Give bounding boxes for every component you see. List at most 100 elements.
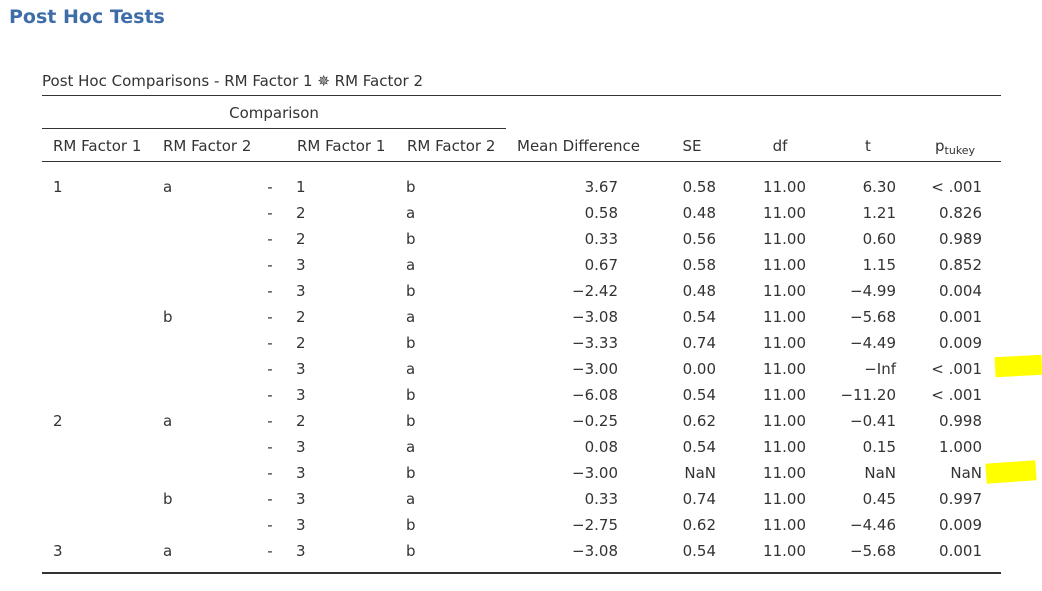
- cell-df: 11.00: [763, 386, 806, 404]
- cell-mean-difference: −0.25: [572, 412, 618, 430]
- cell-se: 0.74: [682, 490, 716, 508]
- cell-cmp-rm-factor-2: a: [406, 204, 416, 222]
- table-row: - 2 b −3.33 0.74 11.00 −4.49 0.009: [0, 330, 1042, 356]
- cell-mean-difference: 3.67: [584, 178, 618, 196]
- table-row: - 3 a 0.67 0.58 11.00 1.15 0.852: [0, 252, 1042, 278]
- cell-cmp-rm-factor-1: 3: [296, 282, 306, 300]
- cell-t: −4.49: [850, 334, 896, 352]
- cell-rm-factor-2: a: [163, 178, 173, 196]
- cell-dash: -: [267, 438, 273, 456]
- cell-t: 1.15: [862, 256, 896, 274]
- cell-p-tukey: 0.852: [939, 256, 982, 274]
- cell-cmp-rm-factor-1: 1: [296, 178, 306, 196]
- cell-rm-factor-2: b: [163, 308, 173, 326]
- cell-mean-difference: −3.08: [572, 542, 618, 560]
- cell-cmp-rm-factor-1: 2: [296, 308, 306, 326]
- cell-mean-difference: −2.75: [572, 516, 618, 534]
- p-subscript-label: tukey: [944, 144, 976, 157]
- cell-cmp-rm-factor-2: a: [406, 360, 416, 378]
- comparison-group-divider: [42, 128, 506, 129]
- cell-mean-difference: −3.33: [572, 334, 618, 352]
- header-divider: [42, 161, 1001, 162]
- cell-rm-factor-1: 3: [53, 542, 63, 560]
- comparison-group-header: Comparison: [229, 104, 319, 122]
- cell-df: 11.00: [763, 230, 806, 248]
- cell-cmp-rm-factor-1: 3: [296, 438, 306, 456]
- cell-p-tukey: NaN: [950, 464, 982, 482]
- cell-dash: -: [267, 542, 273, 560]
- cell-se: NaN: [684, 464, 716, 482]
- cell-p-tukey: 0.001: [939, 542, 982, 560]
- cell-cmp-rm-factor-2: a: [406, 490, 416, 508]
- cell-t: 0.45: [862, 490, 896, 508]
- cell-cmp-rm-factor-1: 3: [296, 464, 306, 482]
- col-header-se: SE: [682, 137, 702, 155]
- cell-df: 11.00: [763, 412, 806, 430]
- cell-t: −4.99: [850, 282, 896, 300]
- cell-se: 0.48: [682, 282, 716, 300]
- cell-t: −4.46: [850, 516, 896, 534]
- cell-cmp-rm-factor-2: a: [406, 438, 416, 456]
- table-row: b - 2 a −3.08 0.54 11.00 −5.68 0.001: [0, 304, 1042, 330]
- cell-t: NaN: [864, 464, 896, 482]
- table-body: 1 a - 1 b 3.67 0.58 11.00 6.30 < .001 - 2 a 0.58 0.48 1…: [0, 174, 1042, 564]
- cell-p-tukey: 0.009: [939, 334, 982, 352]
- cell-p-tukey: < .001: [931, 178, 982, 196]
- cell-rm-factor-2: a: [163, 412, 173, 430]
- cell-df: 11.00: [763, 178, 806, 196]
- cell-rm-factor-1: 1: [53, 178, 63, 196]
- cell-dash: -: [267, 386, 273, 404]
- table-row: - 3 b −3.00 NaN 11.00 NaN NaN: [0, 460, 1042, 486]
- cell-t: −5.68: [850, 542, 896, 560]
- cell-df: 11.00: [763, 282, 806, 300]
- cell-df: 11.00: [763, 490, 806, 508]
- cell-se: 0.62: [682, 516, 716, 534]
- cell-p-tukey: 0.997: [939, 490, 982, 508]
- title-divider: [42, 95, 1001, 96]
- p-main-label: p: [935, 137, 945, 155]
- cell-dash: -: [267, 360, 273, 378]
- cell-p-tukey: 0.009: [939, 516, 982, 534]
- cell-se: 0.58: [682, 256, 716, 274]
- cell-cmp-rm-factor-1: 3: [296, 542, 306, 560]
- cell-dash: -: [267, 308, 273, 326]
- cell-se: 0.58: [682, 178, 716, 196]
- cell-p-tukey: 0.998: [939, 412, 982, 430]
- col-header-mean-difference: Mean Difference: [517, 137, 640, 155]
- highlight-mark: [994, 354, 1042, 378]
- cell-se: 0.74: [682, 334, 716, 352]
- cell-t: 0.60: [862, 230, 896, 248]
- table-row: - 3 b −2.75 0.62 11.00 −4.46 0.009: [0, 512, 1042, 538]
- cell-mean-difference: 0.67: [584, 256, 618, 274]
- cell-cmp-rm-factor-2: b: [406, 178, 416, 196]
- cell-df: 11.00: [763, 334, 806, 352]
- cell-df: 11.00: [763, 464, 806, 482]
- cell-t: 6.30: [862, 178, 896, 196]
- cell-cmp-rm-factor-1: 3: [296, 360, 306, 378]
- cell-dash: -: [267, 516, 273, 534]
- cell-mean-difference: 0.58: [584, 204, 618, 222]
- cell-mean-difference: −6.08: [572, 386, 618, 404]
- cell-mean-difference: −3.00: [572, 464, 618, 482]
- cell-se: 0.62: [682, 412, 716, 430]
- cell-rm-factor-2: a: [163, 542, 173, 560]
- cell-se: 0.54: [682, 542, 716, 560]
- cell-cmp-rm-factor-1: 2: [296, 412, 306, 430]
- cell-p-tukey: < .001: [931, 386, 982, 404]
- cell-se: 0.54: [682, 438, 716, 456]
- cell-mean-difference: −3.08: [572, 308, 618, 326]
- col-header-cmp-rm-factor-2: RM Factor 2: [407, 137, 496, 155]
- cell-t: 0.15: [862, 438, 896, 456]
- table-row: - 2 b 0.33 0.56 11.00 0.60 0.989: [0, 226, 1042, 252]
- cell-df: 11.00: [763, 542, 806, 560]
- cell-df: 11.00: [763, 308, 806, 326]
- cell-df: 11.00: [763, 516, 806, 534]
- cell-df: 11.00: [763, 360, 806, 378]
- cell-cmp-rm-factor-1: 2: [296, 230, 306, 248]
- cell-mean-difference: 0.33: [584, 490, 618, 508]
- cell-se: 0.56: [682, 230, 716, 248]
- cell-cmp-rm-factor-2: b: [406, 464, 416, 482]
- cell-dash: -: [267, 178, 273, 196]
- cell-cmp-rm-factor-2: b: [406, 282, 416, 300]
- cell-p-tukey: < .001: [931, 360, 982, 378]
